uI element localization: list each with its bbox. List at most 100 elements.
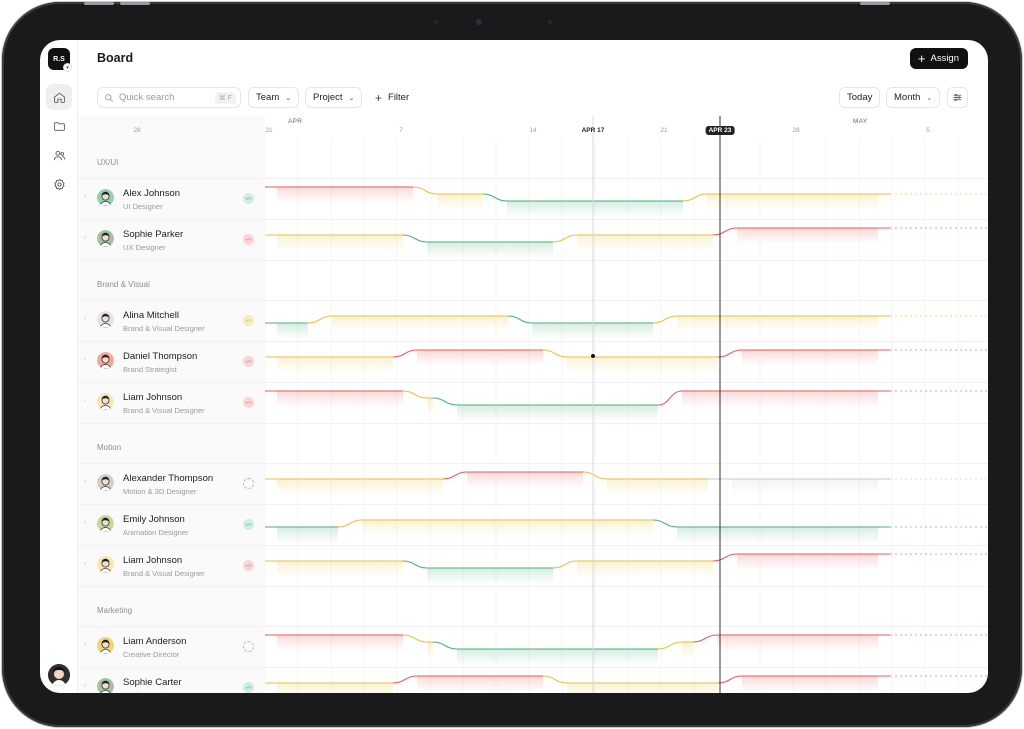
project-dropdown[interactable]: Project ⌄ [305,87,363,108]
workload-trend-line [265,227,988,258]
chevron-down-icon: ⌄ [926,94,933,102]
chevron-right-icon[interactable]: › [84,561,86,567]
sidebar-item-projects[interactable] [46,113,72,139]
view-settings-button[interactable] [947,87,968,108]
camera-icon [476,19,482,25]
chevron-right-icon[interactable]: › [84,642,86,648]
team-label: Team [256,92,280,103]
status-indicator[interactable]: 〰 [243,397,254,408]
person-name: Alina Mitchell [123,310,179,321]
chevron-right-icon[interactable]: › [84,479,86,485]
sidebar-item-settings[interactable] [46,171,72,197]
hover-point[interactable] [591,354,595,358]
sensor [434,20,438,24]
workload-trend-line [265,186,988,217]
status-indicator[interactable]: 〰 [243,356,254,367]
status-indicator[interactable]: 〰 [243,234,254,245]
person-name: Alexander Thompson [123,473,214,484]
sliders-icon [953,94,962,101]
trend-icon: 〰 [245,686,252,692]
day-tick-label: 28 [792,127,800,134]
day-tick-label: 5 [926,127,930,134]
range-dropdown[interactable]: Month ⌄ [886,87,941,108]
today-button[interactable]: Today [839,87,881,108]
avatar [97,515,114,532]
group-label: Brand & Visual [97,280,150,289]
search-box[interactable]: ⌘ F [97,87,241,108]
chevron-right-icon[interactable]: › [84,316,86,322]
sensor [548,20,552,24]
power-button [860,2,890,5]
status-indicator[interactable]: 〰 [243,315,254,326]
avatar [97,556,114,573]
sidebar-item-people[interactable] [46,142,72,168]
chevron-right-icon[interactable]: › [84,398,86,404]
workload-trend-line [265,315,988,339]
status-indicator[interactable]: 〰 [243,193,254,204]
person-row[interactable]: › Daniel Thompson Brand Strategist 〰 [78,341,265,382]
status-indicator[interactable]: 〰 [243,519,254,530]
workload-trend-line [265,675,988,693]
row-divider [78,545,988,546]
chevron-right-icon[interactable]: › [84,357,86,363]
day-tick-label: 14 [529,127,537,134]
status-indicator[interactable] [243,478,254,489]
person-row[interactable]: › Alex Johnson UI Designer 〰 [78,178,265,219]
team-dropdown[interactable]: Team ⌄ [248,87,300,108]
today-label: Today [847,92,873,103]
folder-icon [53,121,65,131]
day-tick-label: 28 [133,127,141,134]
chevron-right-icon[interactable]: › [84,235,86,241]
current-marker-label: APR 23 [705,126,735,135]
gear-icon [53,178,65,190]
person-role: UX Designer [123,243,166,252]
app-screen: R.S ▾ Board + Assign [40,40,988,693]
status-indicator[interactable]: 〰 [243,682,254,693]
person-row[interactable]: › Emily Johnson Animation Designer 〰 [78,504,265,545]
page-title: Board [97,51,134,65]
person-row[interactable]: › Alina Mitchell Brand & Visual Designer 〰 [78,300,265,341]
person-name: Emily Johnson [123,514,185,525]
avatar [97,230,114,247]
chevron-right-icon[interactable]: › [84,194,86,200]
person-role: Motion & 3D Designer [123,487,197,496]
row-divider [78,463,988,464]
person-row[interactable]: › Liam Johnson Brand & Visual Designer 〰 [78,545,265,586]
chevron-right-icon[interactable]: › [84,683,86,689]
status-indicator[interactable]: 〰 [243,560,254,571]
person-role: Brand & Visual Designer [123,406,205,415]
today-marker-label: APR 17 [581,127,605,134]
row-divider [78,260,988,261]
month-label: MAY [853,118,868,125]
person-role: Brand Strategist [123,365,177,374]
chevron-right-icon[interactable]: › [84,520,86,526]
month-label: APR [288,118,303,125]
chevron-down-icon: ⌄ [348,94,355,102]
status-indicator[interactable] [243,641,254,652]
volume-button [120,2,150,5]
filter-button[interactable]: + Filter [367,87,417,108]
row-divider [78,423,988,424]
user-avatar[interactable] [48,664,70,686]
person-row[interactable]: › Alexander Thompson Motion & 3D Designer [78,463,265,504]
trend-icon: 〰 [245,238,252,244]
sidebar-item-home[interactable] [46,84,72,110]
person-row[interactable]: › Sophie Parker UX Designer 〰 [78,219,265,260]
row-divider [78,586,988,587]
person-role: Brand & Visual Designer [123,324,205,333]
person-row[interactable]: › Liam Johnson Brand & Visual Designer 〰 [78,382,265,423]
assign-button[interactable]: + Assign [909,48,968,69]
filter-label: Filter [388,92,410,103]
timeline: 28 31 7 14 21 28 5 APR MAY APR 17 APR 23 [133,116,988,693]
group-label: Marketing [97,606,133,615]
trend-icon: 〰 [245,319,252,325]
row-divider [78,300,988,301]
day-tick-label: 31 [265,127,273,134]
person-row[interactable]: › Liam Anderson Creative Director [78,626,265,667]
sidebar: R.S ▾ [40,40,78,693]
row-divider [78,382,988,383]
workload-trend-line [265,634,988,665]
search-input[interactable] [119,92,209,103]
person-row[interactable]: › Sophie Carter Assistant Director 〰 [78,667,265,693]
workspace-logo[interactable]: R.S ▾ [48,48,72,72]
